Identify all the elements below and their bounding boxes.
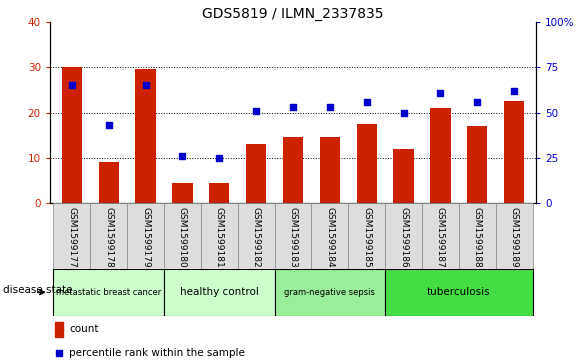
- Text: GSM1599177: GSM1599177: [67, 207, 76, 267]
- Text: disease state: disease state: [3, 285, 73, 295]
- Bar: [385, 269, 533, 316]
- Bar: [496, 203, 533, 269]
- Bar: [164, 203, 201, 269]
- Bar: [504, 101, 524, 203]
- Bar: [135, 69, 156, 203]
- Text: GSM1599189: GSM1599189: [510, 207, 519, 267]
- Text: GSM1599182: GSM1599182: [251, 207, 261, 267]
- Bar: [356, 124, 377, 203]
- Text: GSM1599181: GSM1599181: [215, 207, 224, 267]
- Point: [141, 82, 150, 88]
- Bar: [385, 203, 422, 269]
- Point: [399, 110, 408, 115]
- Point: [509, 88, 519, 94]
- Bar: [275, 203, 311, 269]
- Text: GSM1599186: GSM1599186: [399, 207, 408, 267]
- Bar: [98, 163, 119, 203]
- Text: count: count: [69, 325, 99, 334]
- Bar: [246, 144, 266, 203]
- Bar: [393, 149, 414, 203]
- Bar: [459, 203, 496, 269]
- Point: [362, 99, 372, 105]
- Bar: [172, 183, 193, 203]
- Bar: [275, 269, 385, 316]
- Bar: [164, 269, 275, 316]
- Text: GSM1599179: GSM1599179: [141, 207, 150, 267]
- Text: gram-negative sepsis: gram-negative sepsis: [284, 288, 375, 297]
- Point: [288, 104, 298, 110]
- Bar: [467, 126, 488, 203]
- Title: GDS5819 / ILMN_2337835: GDS5819 / ILMN_2337835: [202, 7, 384, 21]
- Text: GSM1599185: GSM1599185: [362, 207, 371, 267]
- Text: GSM1599184: GSM1599184: [325, 207, 335, 267]
- Bar: [90, 203, 127, 269]
- Bar: [348, 203, 385, 269]
- Text: GSM1599180: GSM1599180: [178, 207, 187, 267]
- Bar: [209, 183, 230, 203]
- Bar: [53, 269, 164, 316]
- Bar: [283, 138, 303, 203]
- Text: GSM1599183: GSM1599183: [288, 207, 298, 267]
- Bar: [201, 203, 238, 269]
- Point: [325, 104, 335, 110]
- Point: [54, 350, 64, 355]
- Text: GSM1599187: GSM1599187: [436, 207, 445, 267]
- Text: tuberculosis: tuberculosis: [427, 287, 490, 297]
- Bar: [422, 203, 459, 269]
- Point: [214, 155, 224, 161]
- Bar: [62, 67, 82, 203]
- Text: metastatic breast cancer: metastatic breast cancer: [56, 288, 161, 297]
- Bar: [53, 203, 90, 269]
- Bar: [320, 138, 340, 203]
- Text: GSM1599188: GSM1599188: [473, 207, 482, 267]
- Bar: [127, 203, 164, 269]
- Bar: [430, 108, 451, 203]
- Point: [178, 153, 187, 159]
- Text: percentile rank within the sample: percentile rank within the sample: [69, 348, 245, 358]
- Point: [104, 122, 114, 128]
- Bar: [238, 203, 275, 269]
- Point: [251, 108, 261, 114]
- Point: [472, 99, 482, 105]
- Text: GSM1599178: GSM1599178: [104, 207, 113, 267]
- Point: [67, 82, 77, 88]
- Point: [436, 90, 445, 95]
- Text: healthy control: healthy control: [180, 287, 259, 297]
- Bar: [311, 203, 348, 269]
- Bar: [54, 322, 63, 337]
